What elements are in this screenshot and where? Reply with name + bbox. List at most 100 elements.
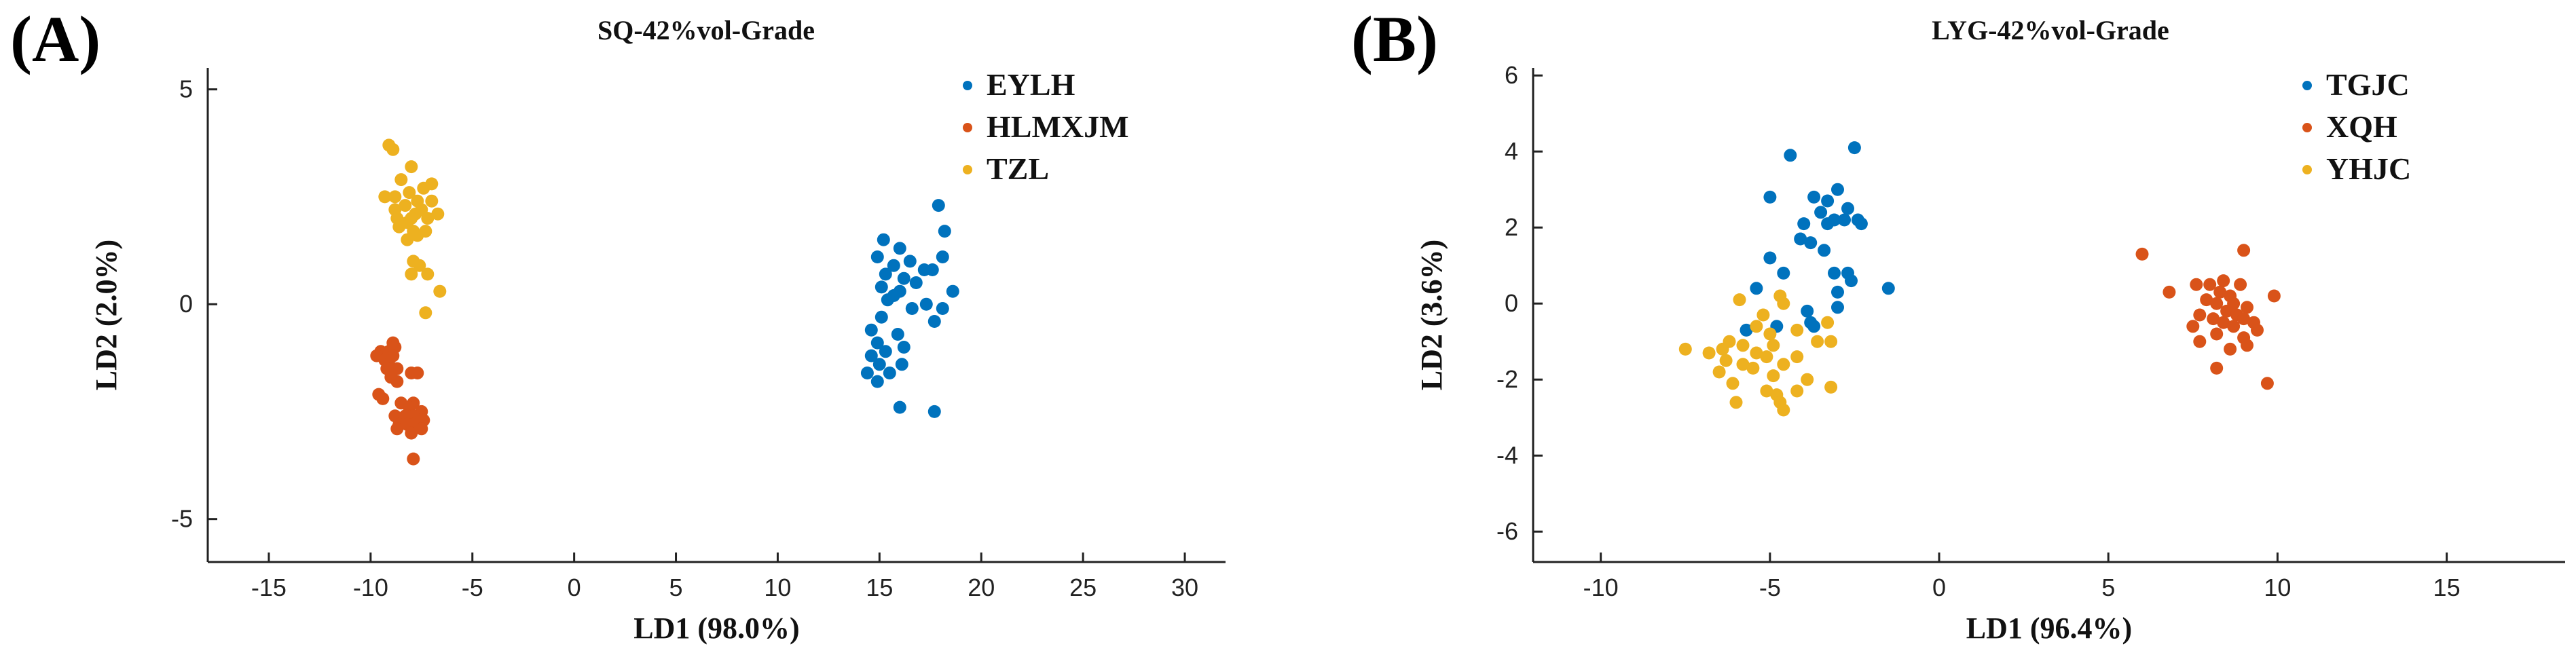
data-point <box>2193 308 2207 322</box>
data-point <box>1794 232 1807 246</box>
data-point <box>2190 278 2203 291</box>
x-tick-label: 0 <box>568 574 581 601</box>
data-point <box>1838 213 1851 227</box>
data-point <box>870 375 884 388</box>
legend-entry: YHJC <box>2326 151 2411 186</box>
data-point <box>936 302 949 315</box>
x-tick-label: 25 <box>1069 574 1097 601</box>
data-point <box>1740 323 1753 337</box>
data-point <box>1881 282 1895 295</box>
data-point <box>1750 282 1763 295</box>
data-point <box>1831 183 1844 196</box>
data-point <box>1790 323 1804 337</box>
data-point <box>864 323 878 337</box>
data-point <box>388 190 402 204</box>
data-point <box>893 242 906 255</box>
y-tick-label: -5 <box>171 505 193 533</box>
data-point <box>2213 285 2227 299</box>
chart-title: SQ-42%vol-Grade <box>597 15 815 45</box>
data-point <box>407 452 420 466</box>
y-tick-label: 6 <box>1505 61 1518 89</box>
x-tick-label: 15 <box>866 574 893 601</box>
data-point <box>415 422 428 436</box>
series-tgjc <box>1740 141 1895 337</box>
data-point <box>1807 190 1821 204</box>
x-tick-label: -15 <box>251 574 287 601</box>
data-point <box>881 293 894 307</box>
data-point <box>2163 285 2176 299</box>
data-point <box>927 315 941 328</box>
data-point <box>1828 266 1841 280</box>
data-point <box>405 426 418 440</box>
data-point <box>1821 194 1835 208</box>
data-point <box>1760 384 1773 398</box>
data-point <box>392 220 406 233</box>
data-point <box>895 358 908 371</box>
data-point <box>2135 247 2149 261</box>
data-point <box>2224 342 2237 356</box>
data-point <box>875 310 888 324</box>
data-point <box>405 267 418 281</box>
data-point <box>1719 354 1733 367</box>
legend: TGJC XQH YHJC <box>2302 67 2411 186</box>
data-point <box>1831 285 1844 299</box>
legend-marker <box>963 123 972 132</box>
x-tick-label: -5 <box>1759 574 1781 601</box>
y-tick-label: -4 <box>1496 441 1518 469</box>
data-point <box>1767 339 1780 352</box>
data-point <box>1777 403 1790 417</box>
legend-entry: TZL <box>987 151 1049 186</box>
x-tick-label: 5 <box>2101 574 2115 601</box>
data-point <box>401 233 414 246</box>
legend-entry: XQH <box>2326 109 2397 144</box>
panel-label: (B) <box>1351 3 1438 75</box>
data-point <box>883 367 896 379</box>
data-point <box>2186 320 2200 333</box>
legend-entry: EYLH <box>987 67 1075 102</box>
series-eylh <box>860 199 959 418</box>
data-point <box>2207 312 2220 326</box>
data-point <box>2217 316 2230 329</box>
legend-marker <box>2302 165 2312 174</box>
legend-marker <box>2302 81 2312 90</box>
data-point <box>2217 274 2230 288</box>
chart-title: LYG-42%vol-Grade <box>1932 15 2169 45</box>
data-point <box>927 405 941 418</box>
data-point <box>2210 327 2224 341</box>
data-point <box>1702 346 1716 360</box>
data-point <box>2193 335 2207 348</box>
data-point <box>2260 377 2274 390</box>
data-point <box>1750 346 1763 360</box>
data-point <box>378 190 392 204</box>
data-point <box>1756 308 1770 322</box>
y-tick-label: 4 <box>1505 137 1518 165</box>
legend-marker <box>2302 123 2312 132</box>
data-point <box>1763 251 1777 265</box>
y-tick-label: 2 <box>1505 213 1518 241</box>
data-point <box>903 255 917 268</box>
data-point <box>1736 339 1750 352</box>
data-point <box>1841 202 1854 215</box>
data-point <box>431 207 445 221</box>
data-point <box>1784 149 1797 162</box>
data-point <box>1736 358 1750 371</box>
data-point <box>860 367 874 379</box>
x-tick-label: 20 <box>968 574 995 601</box>
data-point <box>1845 274 1858 288</box>
data-point <box>1733 293 1746 307</box>
data-point <box>403 186 416 200</box>
y-tick-label: 0 <box>1505 289 1518 317</box>
data-point <box>433 284 447 298</box>
data-point <box>1767 369 1780 383</box>
data-point <box>386 143 400 156</box>
data-point <box>411 367 424 379</box>
series-xqh <box>2135 244 2281 390</box>
data-point <box>909 276 923 289</box>
data-point <box>2200 293 2213 307</box>
data-point <box>405 160 418 174</box>
data-point <box>1831 301 1844 314</box>
legend-marker <box>963 81 972 90</box>
y-tick-label: -2 <box>1496 365 1518 393</box>
data-point <box>2234 278 2247 291</box>
data-point <box>875 280 888 294</box>
